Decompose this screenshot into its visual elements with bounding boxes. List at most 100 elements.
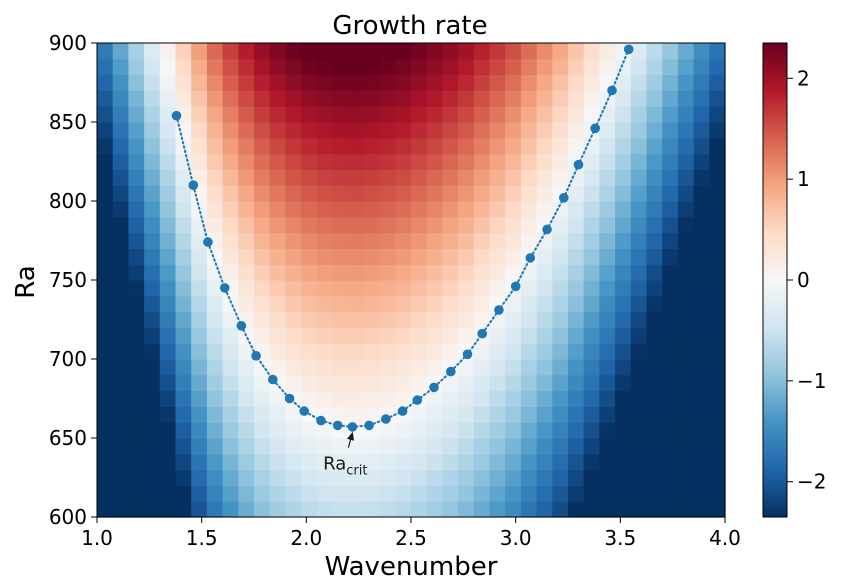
heatmap-cell <box>222 106 239 123</box>
heatmap-cell <box>316 295 334 313</box>
heatmap-cell <box>583 58 600 76</box>
heatmap-cell <box>332 74 349 91</box>
heatmap-cell <box>505 185 522 202</box>
heatmap-cell <box>442 390 459 407</box>
heatmap-cell <box>709 469 726 486</box>
heatmap-cell <box>112 374 129 392</box>
heatmap-cell <box>316 169 334 186</box>
critical-curve-point <box>525 253 536 263</box>
heatmap-cell <box>379 122 396 139</box>
heatmap-cell <box>615 106 632 123</box>
heatmap-cell <box>709 311 726 328</box>
heatmap-cell <box>206 359 224 376</box>
heatmap-cell <box>568 122 585 139</box>
heatmap-cell <box>348 43 365 60</box>
heatmap-cell <box>112 43 129 60</box>
heatmap-cell <box>552 469 569 486</box>
heatmap-cell <box>97 169 114 186</box>
y-tick-label: 750 <box>49 268 87 292</box>
heatmap-cell <box>379 137 396 155</box>
heatmap-cell <box>128 374 145 392</box>
heatmap-cell <box>693 311 710 328</box>
heatmap-cell <box>159 422 177 439</box>
heatmap-cell <box>646 201 663 218</box>
heatmap-cell <box>128 201 145 218</box>
heatmap-cell <box>269 169 286 186</box>
heatmap-cell <box>97 453 114 471</box>
heatmap-cell <box>301 43 318 60</box>
heatmap-cell <box>379 327 396 344</box>
heatmap-cell <box>112 327 129 344</box>
heatmap-cell <box>646 453 663 471</box>
heatmap-cell <box>646 295 663 313</box>
heatmap-cell <box>630 58 648 76</box>
heatmap-cell <box>442 74 459 91</box>
heatmap-cell <box>363 280 381 297</box>
heatmap-cell <box>552 359 569 376</box>
heatmap-cell <box>222 201 239 218</box>
heatmap-cell <box>599 501 616 518</box>
heatmap-cell <box>206 453 224 471</box>
heatmap-cell <box>285 106 302 123</box>
heatmap-cell <box>159 327 177 344</box>
heatmap-cell <box>128 58 145 76</box>
heatmap-cell <box>395 422 412 439</box>
heatmap-cell <box>662 169 679 186</box>
heatmap-cell <box>363 122 381 139</box>
heatmap-cell <box>489 169 506 186</box>
heatmap-cell <box>520 422 538 439</box>
heatmap-cell <box>395 453 412 471</box>
heatmap-cell <box>175 74 192 91</box>
heatmap-cell <box>442 453 459 471</box>
heatmap-cell <box>222 43 239 60</box>
heatmap-cell <box>489 58 506 76</box>
heatmap-cell <box>442 90 459 107</box>
heatmap-cell <box>175 438 192 455</box>
heatmap-cell <box>238 422 255 439</box>
x-tick-label: 3.0 <box>500 526 532 550</box>
heatmap-cell <box>395 185 412 202</box>
heatmap-cell <box>473 185 491 202</box>
heatmap-cell <box>662 485 679 502</box>
heatmap-cell <box>458 438 475 455</box>
heatmap-cell <box>646 90 663 107</box>
heatmap-cell <box>238 58 255 76</box>
critical-curve-point <box>510 281 521 292</box>
heatmap-cell <box>426 169 443 186</box>
heatmap-cell <box>191 453 208 471</box>
heatmap-cell <box>568 469 585 486</box>
heatmap-cell <box>411 406 428 423</box>
heatmap-cell <box>411 169 428 186</box>
heatmap-cell <box>285 74 302 91</box>
heatmap-cell <box>693 122 710 139</box>
heatmap-cell <box>97 374 114 392</box>
heatmap-cell <box>693 501 710 518</box>
heatmap-cell <box>395 201 412 218</box>
heatmap-cell <box>458 216 475 234</box>
heatmap-cell <box>536 58 553 76</box>
critical-curve-point <box>236 321 247 331</box>
heatmap-cell <box>568 169 585 186</box>
heatmap-cell <box>206 201 224 218</box>
heatmap-cell <box>395 43 412 60</box>
heatmap-cell <box>175 295 192 313</box>
heatmap-cell <box>709 153 726 170</box>
heatmap-cell <box>144 453 161 471</box>
heatmap-cell <box>646 390 663 407</box>
heatmap-cell <box>599 280 616 297</box>
colorbar-tick-label: −1 <box>797 369 826 393</box>
critical-curve-point <box>623 44 634 55</box>
heatmap-cell <box>426 201 443 218</box>
heatmap-cell <box>473 469 491 486</box>
heatmap-cell <box>222 90 239 107</box>
heatmap-cell <box>316 90 334 107</box>
heatmap-cell <box>536 248 553 265</box>
heatmap-cell <box>426 422 443 439</box>
heatmap-cell <box>520 280 538 297</box>
heatmap-cell <box>206 469 224 486</box>
heatmap-cell <box>536 185 553 202</box>
critical-curve-point <box>462 349 473 360</box>
heatmap-cell <box>489 390 506 407</box>
heatmap-cell <box>583 485 600 502</box>
critical-curve-point <box>397 406 408 416</box>
